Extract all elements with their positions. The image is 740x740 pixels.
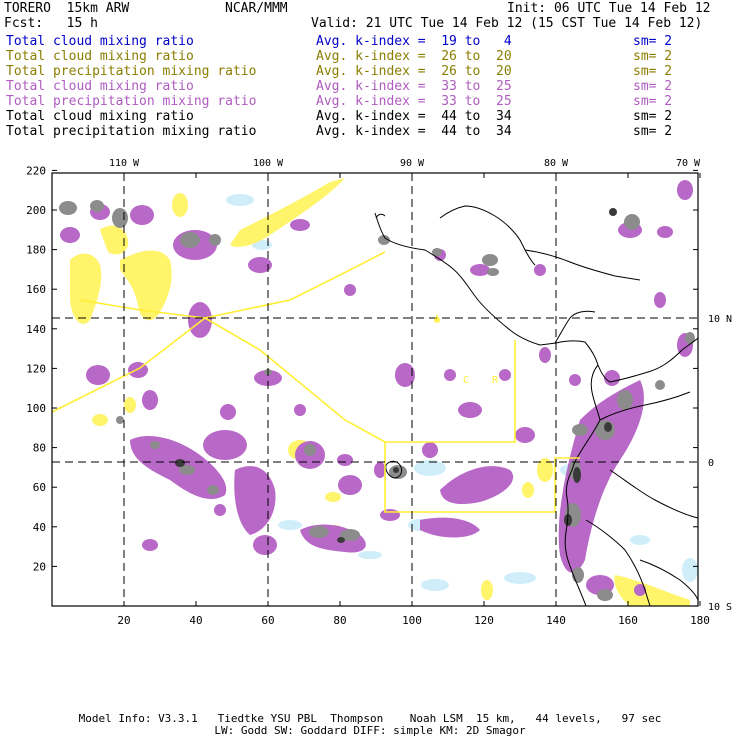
latitude-label: 0 <box>708 458 714 469</box>
legend-smoothing: sm= 2 <box>633 79 673 94</box>
axis-ticks <box>52 169 701 606</box>
longitude-label: 70 W <box>676 158 701 169</box>
longitude-label: 100 W <box>253 158 284 169</box>
legend-smoothing: sm= 2 <box>633 94 673 109</box>
legend-smoothing: sm= 2 <box>633 49 673 64</box>
x-tick-label: 20 <box>117 614 130 627</box>
legend-k-index: Avg. k-index = 33 to 25 <box>316 94 512 109</box>
x-tick-label: 80 <box>333 614 346 627</box>
longitude-labels: 110 W 100 W 90 W 80 W 70 W <box>109 158 701 169</box>
organization-label: NCAR/MMM <box>225 1 288 16</box>
plot-frame <box>51 172 699 607</box>
x-tick-label: 120 <box>474 614 494 627</box>
region-letters: A C R <box>434 314 499 386</box>
longitude-label: 90 W <box>400 158 425 169</box>
region-outlines <box>51 251 580 513</box>
legend-row: Total cloud mixing ratio Avg. k-index = 3… <box>6 79 736 94</box>
legend-k-index: Avg. k-index = 26 to 20 <box>316 49 512 64</box>
y-tick-label: 220 <box>26 164 46 177</box>
purple-cloud-patches <box>60 180 693 596</box>
forecast-hour: Fcst: 15 h <box>4 16 98 31</box>
x-tick-labels: 2040608010012014016018020022024026028030… <box>117 614 710 627</box>
init-time: Init: 06 UTC Tue 14 Feb 12 <box>507 1 711 16</box>
y-tick-label: 200 <box>26 204 46 217</box>
legend-k-index: Avg. k-index = 44 to 34 <box>316 124 512 139</box>
x-tick-label: 100 <box>402 614 422 627</box>
legend-k-index: Avg. k-index = 26 to 20 <box>316 64 512 79</box>
legend-row: Total cloud mixing ratio Avg. k-index = 2… <box>6 49 736 64</box>
legend-k-index: Avg. k-index = 19 to 4 <box>316 34 512 49</box>
y-tick-label: 160 <box>26 283 46 296</box>
legend-smoothing: sm= 2 <box>633 34 673 49</box>
valid-time: Valid: 21 UTC Tue 14 Feb 12 (15 CST Tue … <box>311 16 703 31</box>
y-tick-label: 20 <box>33 560 46 573</box>
latitude-label: 10 N <box>708 314 732 325</box>
legend-k-index: Avg. k-index = 33 to 25 <box>316 79 512 94</box>
x-tick-label: 60 <box>261 614 274 627</box>
y-tick-label: 60 <box>33 481 46 494</box>
legend-row: Total cloud mixing ratio Avg. k-index = 4… <box>6 109 736 124</box>
legend-row: Total precipitation mixing ratio Avg. k-i… <box>6 94 736 109</box>
model-info-line1: Model Info: V3.3.1 Tiedtke YSU PBL Thomp… <box>78 712 662 725</box>
coastlines <box>374 205 699 607</box>
legend-row: Total cloud mixing ratio Avg. k-index = 1… <box>6 34 736 49</box>
model-info-line2: LW: Godd SW: Goddard DIFF: simple KM: 2D… <box>214 724 526 737</box>
region-label-c: C <box>463 375 469 386</box>
legend-field: Total cloud mixing ratio <box>6 109 194 124</box>
legend-field: Total precipitation mixing ratio <box>6 94 257 109</box>
y-tick-labels: 20 40 60 80 100 120 140 160 180 200 220 <box>26 164 46 573</box>
latitude-labels: 10 N 0 10 S <box>708 314 732 613</box>
region-label-r: R <box>492 375 499 386</box>
legend-row: Total precipitation mixing ratio Avg. k-i… <box>6 124 736 139</box>
lat-lon-grid <box>52 173 698 606</box>
legend-field: Total cloud mixing ratio <box>6 34 194 49</box>
y-tick-label: 100 <box>26 402 46 415</box>
y-tick-label: 80 <box>33 442 46 455</box>
cloud-field-layer <box>59 178 698 606</box>
legend-k-index: Avg. k-index = 44 to 34 <box>316 109 512 124</box>
longitude-label: 110 W <box>109 158 140 169</box>
yellow-cloud-patches <box>70 178 690 606</box>
y-tick-label: 180 <box>26 244 46 257</box>
legend-field: Total precipitation mixing ratio <box>6 64 257 79</box>
legend-field: Total precipitation mixing ratio <box>6 124 257 139</box>
x-tick-label: 40 <box>189 614 202 627</box>
region-label-a: A <box>434 314 440 325</box>
x-tick-label: 140 <box>546 614 566 627</box>
legend-row: Total precipitation mixing ratio Avg. k-i… <box>6 64 736 79</box>
y-tick-label: 40 <box>33 521 46 534</box>
legend-smoothing: sm= 2 <box>633 109 673 124</box>
x-tick-label: 180 <box>690 614 710 627</box>
y-tick-label: 140 <box>26 323 46 336</box>
legend-field: Total cloud mixing ratio <box>6 49 194 64</box>
x-tick-label: 160 <box>618 614 638 627</box>
longitude-label: 80 W <box>544 158 569 169</box>
legend-smoothing: sm= 2 <box>633 64 673 79</box>
legend-field: Total cloud mixing ratio <box>6 79 194 94</box>
y-tick-label: 120 <box>26 362 46 375</box>
legend-smoothing: sm= 2 <box>633 124 673 139</box>
latitude-label: 10 S <box>708 602 732 613</box>
model-title: TORERO 15km ARW <box>4 1 130 16</box>
